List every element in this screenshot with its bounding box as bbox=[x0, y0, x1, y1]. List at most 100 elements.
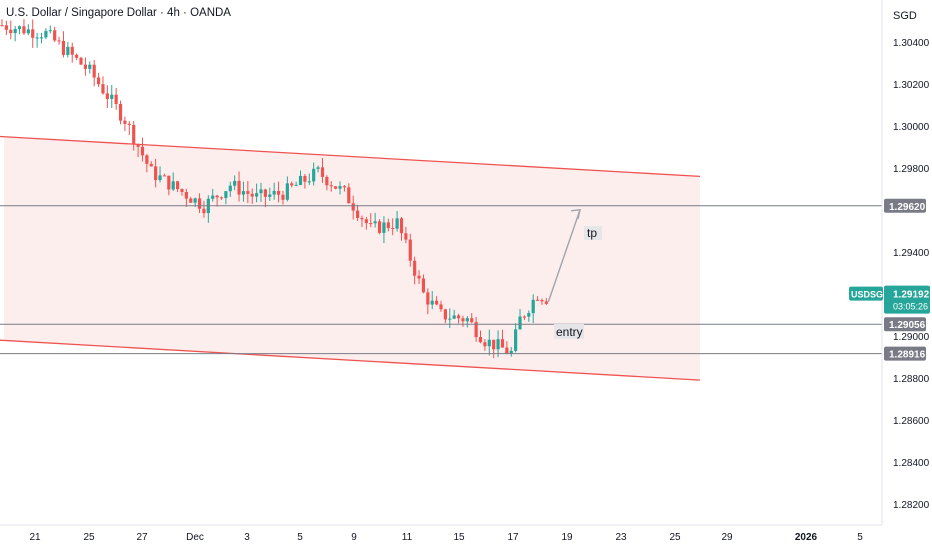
candle-body[interactable] bbox=[241, 191, 246, 195]
candle-body[interactable] bbox=[22, 26, 26, 34]
candle-body[interactable] bbox=[255, 193, 259, 197]
candle-body[interactable] bbox=[123, 120, 127, 124]
candle-body[interactable] bbox=[342, 186, 347, 188]
candle-body[interactable] bbox=[83, 64, 88, 69]
candle-body[interactable] bbox=[391, 227, 395, 229]
candle-body[interactable] bbox=[149, 163, 153, 167]
candle-body[interactable] bbox=[518, 316, 522, 330]
candle-body[interactable] bbox=[26, 29, 30, 34]
candle-body[interactable] bbox=[360, 217, 364, 220]
symbol-badge[interactable] bbox=[849, 286, 883, 301]
candle-body[interactable] bbox=[211, 195, 215, 199]
candle-body[interactable] bbox=[224, 191, 228, 198]
candle-body[interactable] bbox=[369, 223, 373, 225]
candle-body[interactable] bbox=[452, 315, 456, 319]
candle-body[interactable] bbox=[448, 318, 452, 320]
candle-body[interactable] bbox=[320, 167, 325, 177]
candle-body[interactable] bbox=[373, 221, 377, 224]
candle-body[interactable] bbox=[180, 189, 184, 192]
candle-body[interactable] bbox=[426, 292, 430, 305]
candle-body[interactable] bbox=[136, 144, 140, 147]
candle-body[interactable] bbox=[307, 181, 311, 183]
candle-body[interactable] bbox=[158, 175, 162, 181]
candle-body[interactable] bbox=[17, 26, 22, 30]
candle-body[interactable] bbox=[435, 300, 439, 305]
candle-body[interactable] bbox=[101, 84, 105, 94]
candle-body[interactable] bbox=[127, 123, 131, 125]
candle-body[interactable] bbox=[290, 183, 294, 186]
candle-body[interactable] bbox=[246, 191, 250, 194]
candle-body[interactable] bbox=[364, 219, 368, 224]
candle-body[interactable] bbox=[338, 186, 342, 189]
candle-body[interactable] bbox=[474, 322, 478, 338]
candle-body[interactable] bbox=[57, 40, 61, 42]
candle-body[interactable] bbox=[276, 190, 281, 195]
candle-body[interactable] bbox=[408, 239, 412, 261]
candle-body[interactable] bbox=[316, 167, 320, 169]
tp-arrow-line[interactable] bbox=[547, 209, 581, 303]
candle-body[interactable] bbox=[233, 180, 237, 186]
candle-body[interactable] bbox=[465, 318, 469, 322]
candle-body[interactable] bbox=[470, 318, 474, 323]
candle-body[interactable] bbox=[75, 54, 79, 58]
candle-body[interactable] bbox=[237, 180, 241, 195]
channel-lower-line[interactable] bbox=[0, 339, 701, 381]
candle-body[interactable] bbox=[298, 175, 303, 185]
candle-body[interactable] bbox=[483, 342, 487, 347]
candle-body[interactable] bbox=[35, 37, 39, 39]
candle-body[interactable] bbox=[522, 316, 527, 318]
candle-body[interactable] bbox=[540, 300, 544, 302]
candle-body[interactable] bbox=[334, 186, 338, 189]
candle-body[interactable] bbox=[118, 103, 123, 121]
candle-body[interactable] bbox=[421, 278, 426, 293]
candle-body[interactable] bbox=[259, 189, 263, 194]
candle-body[interactable] bbox=[92, 64, 96, 78]
candle-body[interactable] bbox=[312, 168, 316, 182]
candle-body[interactable] bbox=[535, 299, 540, 301]
candle-body[interactable] bbox=[355, 210, 360, 218]
candle-body[interactable] bbox=[531, 299, 535, 314]
candle-body[interactable] bbox=[500, 339, 505, 348]
candle-body[interactable] bbox=[162, 175, 167, 177]
candle-body[interactable] bbox=[487, 339, 491, 347]
candle-body[interactable] bbox=[176, 181, 180, 190]
candle-body[interactable] bbox=[79, 57, 83, 65]
channel-upper-line[interactable] bbox=[0, 135, 701, 178]
candle-body[interactable] bbox=[268, 194, 272, 197]
candle-body[interactable] bbox=[351, 203, 355, 211]
candle-body[interactable] bbox=[88, 64, 92, 69]
candle-body[interactable] bbox=[325, 176, 329, 186]
candle-body[interactable] bbox=[250, 193, 254, 197]
candle-body[interactable] bbox=[171, 181, 175, 190]
candle-body[interactable] bbox=[413, 260, 417, 276]
candle-body[interactable] bbox=[395, 218, 399, 229]
candle-body[interactable] bbox=[114, 94, 118, 104]
candle-body[interactable] bbox=[145, 155, 149, 164]
candle-body[interactable] bbox=[132, 124, 136, 145]
candle-body[interactable] bbox=[61, 40, 66, 55]
candle-body[interactable] bbox=[9, 29, 13, 34]
candle-body[interactable] bbox=[110, 94, 114, 99]
candle-body[interactable] bbox=[70, 46, 74, 55]
candle-body[interactable] bbox=[386, 222, 390, 228]
candle-body[interactable] bbox=[167, 175, 171, 190]
candle-body[interactable] bbox=[443, 309, 447, 320]
candle-body[interactable] bbox=[430, 300, 434, 305]
current-price-badge[interactable] bbox=[884, 285, 930, 314]
candle-body[interactable] bbox=[105, 93, 109, 99]
candle-body[interactable] bbox=[215, 195, 219, 198]
candle-body[interactable] bbox=[492, 339, 496, 350]
candle-body[interactable] bbox=[285, 183, 289, 200]
candle-body[interactable] bbox=[154, 166, 158, 181]
candle-body[interactable] bbox=[461, 318, 465, 322]
candle-body[interactable] bbox=[456, 315, 461, 319]
candle-body[interactable] bbox=[382, 222, 386, 233]
candle-body[interactable] bbox=[48, 30, 52, 32]
currency-label[interactable]: SGD bbox=[893, 10, 917, 22]
candle-body[interactable] bbox=[417, 275, 421, 279]
candle-body[interactable] bbox=[202, 208, 206, 214]
candle-body[interactable] bbox=[184, 191, 188, 199]
candle-body[interactable] bbox=[399, 218, 404, 234]
candle-body[interactable] bbox=[439, 304, 443, 310]
